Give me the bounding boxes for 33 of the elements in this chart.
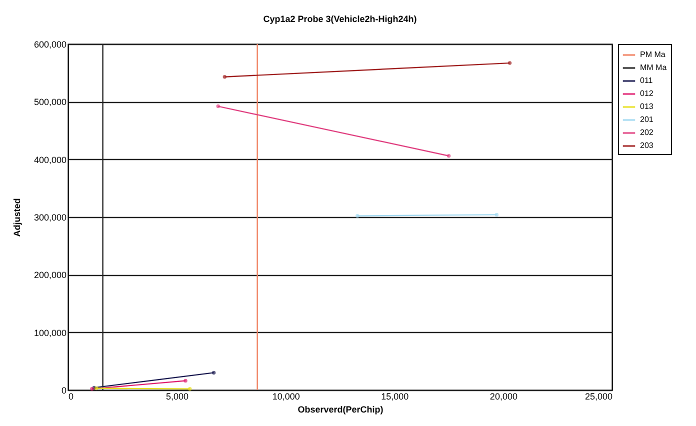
- point: [356, 214, 360, 218]
- y-tick-label: 500,000: [34, 97, 66, 108]
- x-tick-label: 10,000: [272, 392, 300, 402]
- x-tick-label: 20,000: [490, 392, 518, 402]
- y-tick-label: 600,000: [34, 40, 66, 50]
- x-axis-title: Observerd(PerChip): [298, 404, 384, 414]
- point: [188, 386, 192, 391]
- y-tick-label: 200,000: [34, 270, 66, 280]
- legend-label: PM Ma: [640, 50, 666, 59]
- x-tick-label: 25,000: [584, 392, 612, 402]
- legend-label: 012: [640, 89, 654, 98]
- legend-label: 202: [640, 128, 654, 137]
- legend-label: 203: [640, 141, 654, 150]
- point: [94, 386, 98, 390]
- legend-label: 201: [640, 115, 654, 124]
- x-tick-label: 0: [68, 392, 74, 402]
- y-tick-label: 300,000: [34, 212, 66, 222]
- legend-label: 013: [640, 102, 654, 111]
- legend-label: 011: [640, 76, 654, 85]
- chart-title: Cyp1a2 Probe 3(Vehicle2h-High24h): [263, 14, 417, 24]
- point: [212, 370, 216, 375]
- y-tick-label: 100,000: [34, 328, 66, 338]
- point: [494, 212, 499, 217]
- point: [446, 154, 451, 158]
- point: [184, 378, 188, 383]
- y-axis-title: Adjusted: [12, 198, 22, 237]
- legend-label: MM Ma: [640, 63, 668, 72]
- point: [508, 61, 512, 65]
- point: [222, 75, 227, 79]
- y-tick-label: 400,000: [34, 154, 66, 165]
- x-tick-label: 5,000: [166, 392, 189, 402]
- x-tick-label: 15,000: [381, 392, 409, 402]
- point: [216, 104, 220, 108]
